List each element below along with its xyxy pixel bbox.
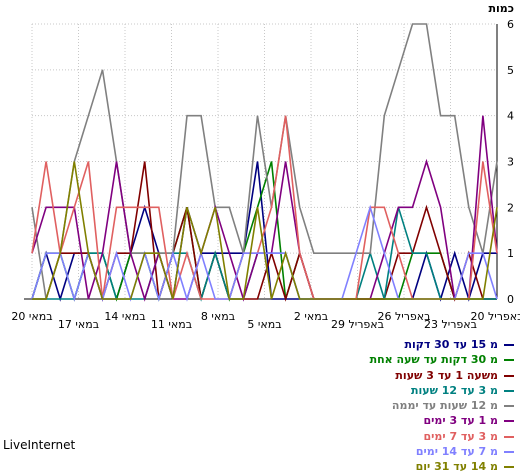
legend-label: מ 7 עד 14 ימים [415, 445, 498, 459]
legend-label: מ 15 עד 30 דקות [404, 338, 498, 351]
y-tick-label: 2 [507, 201, 514, 214]
x-tick-label: 5 במאי [247, 318, 281, 331]
x-tick-label: 29 באפריל [331, 318, 384, 331]
x-tick-label: 11 במאי [151, 318, 192, 331]
legend-item-2: מ 30 דקות עד שעה אחת [330, 352, 514, 367]
legend-item-4: מ 3 עד 12 שעות [330, 383, 514, 398]
y-tick-label: 4 [507, 110, 514, 123]
brand-logo: LiveInternet [3, 438, 76, 452]
x-tick-label: 14 במאי [104, 310, 145, 323]
legend-item-8: מ 7 עד 14 ימים [330, 444, 514, 459]
legend-swatch [504, 420, 514, 423]
legend-item-9: מ 14 עד 31 יום [330, 459, 514, 474]
legend-item-1: מ 15 עד 30 דקות [330, 337, 514, 352]
legend-swatch [504, 466, 514, 469]
legend-swatch [504, 405, 514, 408]
legend-item-5: מ 12 שעות עד יממה [330, 398, 514, 413]
legend-item-7: מ 3 עד 7 ימים [330, 429, 514, 444]
y-tick-label: 6 [507, 18, 514, 31]
x-tick-label: 20 באפריל [470, 310, 520, 323]
x-tick-label: 17 במאי [58, 318, 99, 331]
legend-label: משעה 1 עד 3 שעות [395, 368, 498, 382]
x-tick-label: 23 באפריל [424, 318, 477, 331]
legend-label: מ 3 עד 12 שעות [410, 383, 498, 397]
legend-swatch [504, 359, 514, 362]
legend-swatch [504, 435, 514, 438]
legend-label: מ 3 עד 7 ימים [423, 429, 499, 443]
legend-label: מ 12 שעות עד יממה [391, 399, 498, 413]
legend-swatch [504, 451, 514, 454]
y-axis-title: כמות [489, 2, 514, 15]
x-tick-label: 20 במאי [11, 310, 52, 323]
y-tick-label: 1 [507, 247, 514, 260]
legend-label: מ 14 עד 31 יום [415, 460, 498, 474]
legend-item-3: משעה 1 עד 3 שעות [330, 368, 514, 383]
legend-item-6: מ 1 עד 3 ימים [330, 413, 514, 428]
series-lines [31, 23, 498, 302]
y-tick-label: 5 [507, 64, 514, 77]
y-tick-label: 0 [507, 293, 514, 306]
legend-swatch [504, 374, 514, 377]
legend: מ 15 עד 30 דקות מ 30 דקות עד שעה אחת משעה … [330, 337, 514, 475]
legend-swatch [504, 344, 514, 346]
x-tick-label: 8 במאי [201, 310, 235, 323]
legend-label: מ 1 עד 3 ימים [423, 414, 499, 428]
y-tick-label: 3 [507, 156, 514, 169]
series-line-5 [31, 23, 498, 300]
y-tick-labels: 0 1 2 3 4 5 6 [507, 18, 514, 306]
legend-swatch [504, 389, 514, 392]
x-tick-label: 26 באפריל [377, 310, 430, 323]
x-tick-label: 2 במאי [294, 310, 328, 323]
series-line-9 [32, 161, 498, 300]
legend-label: מ 30 דקות עד שעה אחת [369, 353, 498, 367]
